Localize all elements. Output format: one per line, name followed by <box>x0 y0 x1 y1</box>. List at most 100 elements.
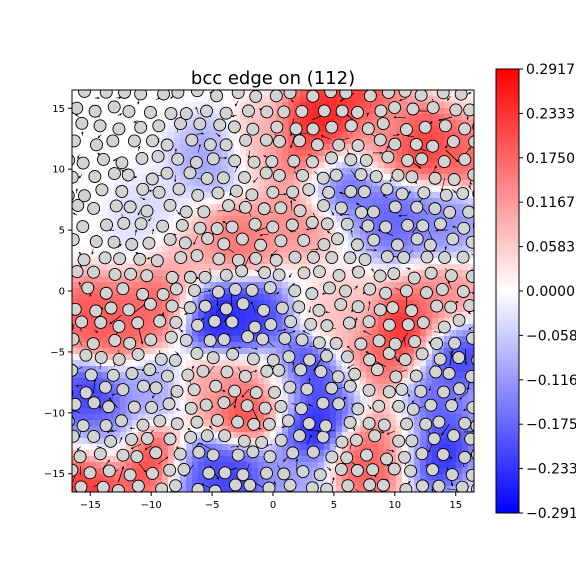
heatmap-cell <box>324 330 331 337</box>
heatmap-cell <box>204 120 211 127</box>
heatmap-cell <box>132 282 139 289</box>
heatmap-cell <box>270 210 277 217</box>
heatmap-cell <box>432 396 439 403</box>
heatmap-cell <box>198 408 205 415</box>
heatmap-cell <box>102 444 109 451</box>
heatmap-cell <box>408 378 415 385</box>
heatmap-cell <box>336 102 343 109</box>
heatmap-cell <box>192 102 199 109</box>
heatmap-cell <box>72 480 79 487</box>
heatmap-cell <box>252 114 259 121</box>
heatmap-cell <box>204 162 211 169</box>
heatmap-cell <box>372 390 379 397</box>
heatmap-cell <box>108 216 115 223</box>
heatmap-cell <box>114 366 121 373</box>
heatmap-cell <box>438 228 445 235</box>
heatmap-cell <box>198 246 205 253</box>
heatmap-cell <box>252 108 259 115</box>
heatmap-cell <box>468 312 474 319</box>
heatmap-cell <box>426 228 433 235</box>
heatmap-cell <box>330 204 337 211</box>
heatmap-cell <box>210 480 217 487</box>
heatmap-cell <box>192 144 199 151</box>
heatmap-cell <box>384 276 391 283</box>
heatmap-cell <box>246 258 253 265</box>
heatmap-cell <box>426 114 433 121</box>
heatmap-cell <box>294 486 301 492</box>
heatmap-cell <box>318 228 325 235</box>
heatmap-cell <box>378 282 385 289</box>
heatmap-cell <box>270 402 277 409</box>
heatmap-cell <box>354 318 361 325</box>
heatmap-cell <box>348 204 355 211</box>
heatmap-cell <box>384 432 391 439</box>
arrow-head <box>140 341 144 345</box>
heatmap-cell <box>156 462 163 469</box>
heatmap-cell <box>324 474 331 481</box>
heatmap-cell <box>366 336 373 343</box>
heatmap-cell <box>336 222 343 229</box>
heatmap-cell <box>426 330 433 337</box>
heatmap-cell <box>426 360 433 367</box>
heatmap-cell <box>114 210 121 217</box>
heatmap-cell <box>222 126 229 133</box>
heatmap-cell <box>90 360 97 367</box>
heatmap-cell <box>354 132 361 139</box>
heatmap-cell <box>120 138 127 145</box>
heatmap-cell <box>294 384 301 391</box>
heatmap-cell <box>168 312 175 319</box>
heatmap-cell <box>180 102 187 109</box>
heatmap-cell <box>438 378 445 385</box>
heatmap-cell <box>390 288 397 295</box>
heatmap-cell <box>432 198 439 205</box>
heatmap-cell <box>276 324 283 331</box>
heatmap-cell <box>306 246 313 253</box>
heatmap-cell <box>408 384 415 391</box>
heatmap-cell <box>312 300 319 307</box>
heatmap-cell <box>90 456 97 463</box>
heatmap-cell <box>258 234 265 241</box>
heatmap-cell <box>150 396 157 403</box>
heatmap-cell <box>90 324 97 331</box>
heatmap-cell <box>288 246 295 253</box>
heatmap-cell <box>276 444 283 451</box>
heatmap-cell <box>348 180 355 187</box>
heatmap-cell <box>390 96 397 103</box>
heatmap-cell <box>354 312 361 319</box>
heatmap-cell <box>258 132 265 139</box>
heatmap-cell <box>348 390 355 397</box>
heatmap-cell <box>222 348 229 355</box>
heatmap-cell <box>132 336 139 343</box>
heatmap-cell <box>144 348 151 355</box>
heatmap-cell <box>108 324 115 331</box>
heatmap-cell <box>168 156 175 163</box>
heatmap-cell <box>318 234 325 241</box>
arrow-head <box>254 370 258 373</box>
heatmap-cell <box>246 270 253 277</box>
heatmap-cell <box>72 168 79 175</box>
heatmap-cell <box>390 258 397 265</box>
heatmap-cell <box>456 168 463 175</box>
heatmap-cell <box>150 252 157 259</box>
heatmap-cell <box>108 252 115 259</box>
heatmap-cell <box>294 324 301 331</box>
heatmap-cell <box>348 144 355 151</box>
heatmap-cell <box>456 276 463 283</box>
heatmap-cell <box>78 432 85 439</box>
heatmap-cell <box>384 474 391 481</box>
heatmap-cell <box>372 192 379 199</box>
heatmap-cell <box>186 252 193 259</box>
heatmap-cell <box>264 234 271 241</box>
heatmap-cell <box>150 324 157 331</box>
heatmap-cell <box>174 108 181 115</box>
heatmap-cell <box>210 204 217 211</box>
heatmap-cell <box>408 360 415 367</box>
heatmap-cell <box>426 306 433 313</box>
heatmap-cell <box>288 234 295 241</box>
heatmap-cell <box>174 228 181 235</box>
heatmap-cell <box>336 156 343 163</box>
heatmap-cell <box>318 114 325 121</box>
arrow-head <box>135 251 138 255</box>
heatmap-cell <box>438 396 445 403</box>
heatmap-cell <box>186 360 193 367</box>
